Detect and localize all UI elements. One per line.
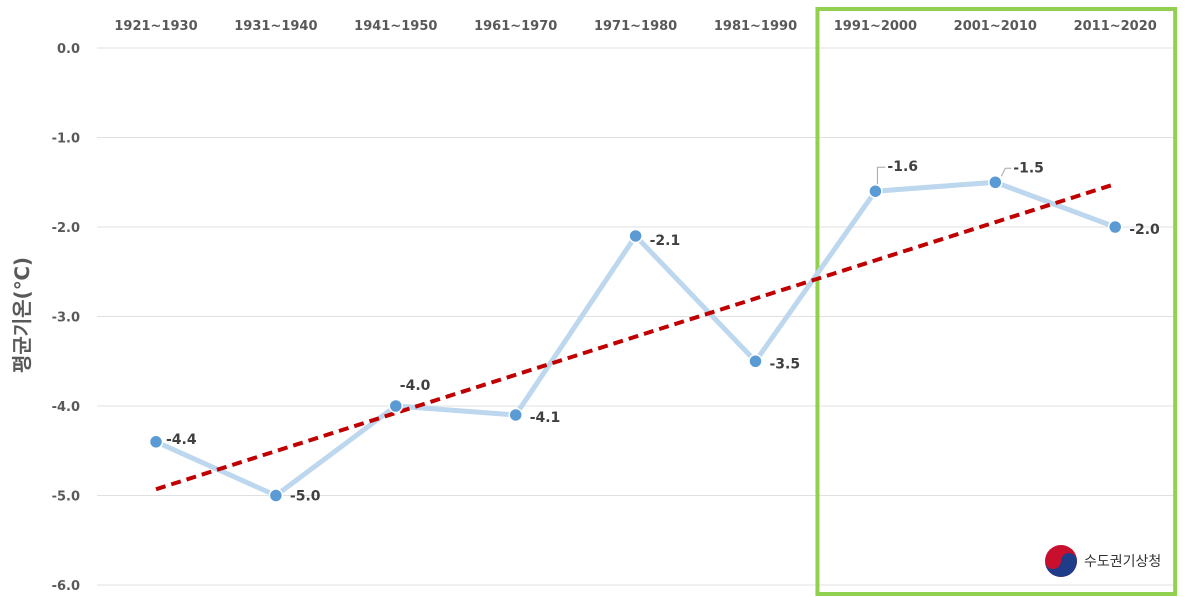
data-label: -1.6 [887,159,918,175]
data-label: -4.0 [400,378,431,394]
data-label: -4.1 [530,410,561,426]
highlight-box [815,7,1178,596]
x-tick-label: 1931~1940 [234,19,317,34]
gridlines [97,47,1175,586]
y-tick-label: -5.0 [52,490,80,505]
data-label: -2.0 [1129,222,1160,238]
data-point [268,488,284,503]
trendline-path [155,182,1116,492]
logo-text: 수도권기상청 [1084,554,1161,570]
data-point [868,183,883,199]
data-point [1107,219,1123,235]
data-label: -3.5 [770,356,801,372]
x-tick-label: 2011~2020 [1074,19,1157,34]
data-point [508,407,523,423]
data-labels: -4.4 -5.0 -4.0 -4.1 -2.1 -3.5 -1.6 -1.5 -2.0 [166,159,1160,504]
data-point [628,228,643,244]
y-tick-label: -3.0 [52,311,80,326]
data-label: -2.1 [650,233,681,249]
x-tick-label: 1941~1950 [354,19,437,34]
label-leader-line [1000,167,1012,177]
x-tick-label: 2001~2010 [954,19,1037,34]
x-tick-label: 1921~1930 [114,19,197,34]
data-label: -4.4 [166,432,197,448]
x-tick-label: 1991~2000 [834,19,917,34]
y-tick-label: -4.0 [52,400,80,415]
data-point [988,175,1003,190]
data-point [748,354,763,369]
x-axis-categories: 1921~1930 1931~1940 1941~1950 1961~1970 1971… [114,19,1156,34]
data-label: -5.0 [290,489,321,505]
data-point [388,398,404,414]
data-label: -1.5 [1013,160,1044,176]
y-tick-label: -2.0 [52,221,80,236]
kma-logo: 수도권기상청 [1045,545,1161,577]
y-tick-label: 0.0 [57,42,80,57]
x-tick-label: 1971~1980 [594,19,677,34]
trendline [155,182,1116,492]
taegeuk-blue [1045,553,1077,577]
data-point [148,434,164,450]
y-tick-label: -1.0 [52,132,80,147]
data-markers [148,175,1123,503]
y-axis-label: 평균기온(℃) [10,257,34,373]
y-tick-label: -6.0 [52,579,80,594]
highlight-rect [815,7,1178,596]
y-axis-ticks: 0.0 -1.0 -2.0 -3.0 -4.0 -5.0 -6.0 [52,42,80,594]
label-leader-line [876,166,886,185]
x-tick-label: 1981~1990 [714,19,797,34]
x-tick-label: 1961~1970 [474,19,557,34]
